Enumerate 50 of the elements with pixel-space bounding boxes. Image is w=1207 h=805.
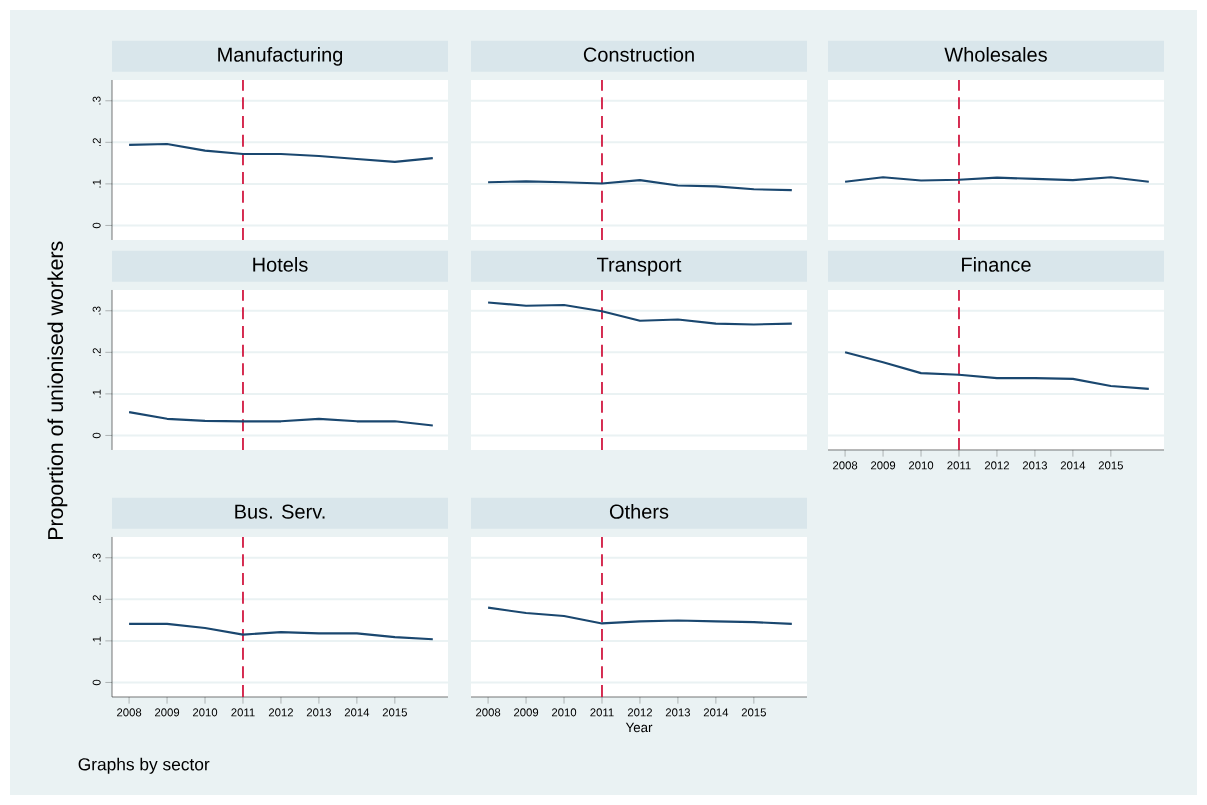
x-tick-label: 2012	[268, 708, 293, 717]
x-tick-label: 2008	[117, 708, 142, 717]
chart-title: Hotels	[253, 257, 308, 272]
y-tick-label: .1	[92, 179, 101, 188]
x-tick-label: 2011	[231, 708, 255, 717]
x-tick-label: 2009	[871, 461, 896, 470]
y-tick-label: .2	[92, 595, 101, 604]
x-tick-label: 2014	[1060, 461, 1086, 470]
x-tick-label: 2014	[703, 708, 729, 717]
chart-title: Wholesales	[944, 47, 1047, 62]
x-tick-label: 2014	[344, 708, 370, 717]
y-tick-label: 0	[92, 222, 101, 229]
x-tick-label: 2012	[984, 461, 1009, 470]
x-axis-title: Year	[625, 722, 653, 733]
chart-title: Bus. Serv.	[235, 504, 325, 519]
y-tick-label: .1	[92, 389, 101, 398]
y-axis-title: Proportion of unionised workers	[47, 241, 68, 540]
x-tick-label: 2013	[306, 708, 332, 717]
text: Graphs by sector	[78, 757, 210, 774]
y-tick-label: .3	[92, 306, 101, 315]
y-tick-label: 0	[92, 432, 101, 439]
chart-title: Manufacturing	[218, 47, 343, 66]
y-tick-label: .2	[92, 348, 101, 357]
x-tick-label: 2010	[908, 461, 934, 470]
x-tick-label: 2012	[627, 708, 652, 717]
chart-title: Finance	[962, 257, 1031, 272]
chart-title: Others	[609, 504, 669, 519]
x-tick-label: 2008	[476, 708, 501, 717]
x-tick-label: 2011	[947, 461, 971, 470]
y-tick-label: .3	[92, 553, 101, 562]
y-tick-label: .3	[92, 96, 101, 105]
x-tick-label: 2013	[665, 708, 691, 717]
x-tick-label: 2015	[741, 708, 766, 717]
x-tick-label: 2015	[382, 708, 407, 717]
y-tick-label: .2	[92, 138, 101, 147]
line-series	[128, 622, 434, 641]
x-tick-label: 2009	[514, 708, 539, 717]
x-tick-label: 2010	[551, 708, 577, 717]
x-tick-label: 2013	[1022, 461, 1048, 470]
x-tick-label: 2015	[1098, 461, 1123, 470]
chart-title: Transport	[597, 257, 682, 276]
line-series	[128, 411, 434, 427]
y-tick-label: .1	[92, 636, 101, 645]
y-tick-label: 0	[92, 679, 101, 686]
line-series	[128, 142, 434, 163]
chart-title: Construction	[583, 47, 694, 62]
x-tick-label: 2011	[590, 708, 614, 717]
x-tick-label: 2010	[192, 708, 218, 717]
x-tick-label: 2009	[155, 708, 180, 717]
x-tick-label: 2008	[833, 461, 858, 470]
